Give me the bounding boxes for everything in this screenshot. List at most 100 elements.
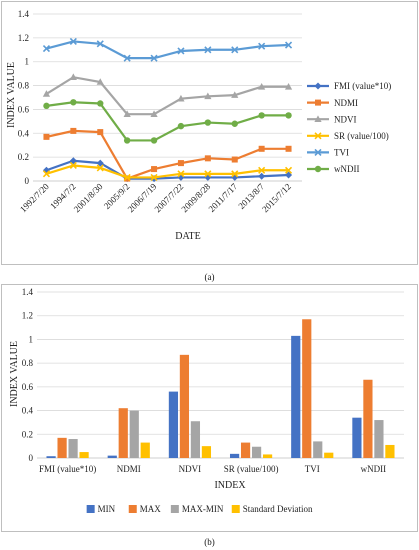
series-line: [46, 129, 289, 180]
legend-swatch: [170, 505, 179, 513]
legend-label: MAX: [140, 504, 162, 514]
series-fmi-value-10: [42, 157, 293, 183]
data-point: [123, 173, 131, 181]
data-point: [204, 92, 212, 100]
data-point: [204, 46, 212, 54]
data-point: [204, 119, 212, 126]
data-point: [43, 133, 50, 140]
data-point: [258, 166, 266, 174]
bar: [201, 446, 212, 458]
data-point: [97, 129, 104, 136]
legend-marker: [314, 115, 322, 122]
chart-b-gridlines: [37, 291, 404, 459]
bar: [262, 454, 273, 458]
data-point: [42, 170, 51, 178]
x-tick-label: NDMI: [117, 464, 141, 474]
y-tick-label: 0: [25, 176, 30, 186]
y-tick-label: 0: [29, 453, 34, 463]
data-point: [123, 54, 131, 62]
x-tick-label: NDVI: [179, 464, 202, 474]
data-point: [284, 166, 293, 174]
data-point: [97, 100, 104, 107]
legend-entry: MIN: [86, 504, 116, 514]
chart-a-y-axis-title: INDEX VALUE: [6, 62, 17, 128]
data-point: [151, 166, 158, 173]
bar: [251, 446, 262, 458]
bar: [79, 452, 89, 458]
x-tick-label: TVI: [305, 464, 320, 474]
data-point: [150, 54, 158, 62]
y-tick-label: 1: [25, 57, 30, 67]
data-point: [70, 99, 77, 106]
data-point: [258, 42, 266, 50]
chart-a-gridlines: [33, 13, 302, 182]
data-point: [69, 161, 77, 170]
bar: [385, 444, 395, 458]
data-point: [284, 82, 293, 90]
legend-label: MAX-MIN: [182, 504, 224, 514]
data-point: [150, 110, 158, 117]
chart-b-bars: [46, 319, 395, 458]
legend-label: MIN: [98, 504, 116, 514]
data-point: [124, 175, 131, 182]
bar: [129, 410, 139, 458]
bar: [229, 453, 240, 458]
bar: [46, 456, 56, 458]
chart-b-x-axis-title: INDEX: [214, 480, 246, 491]
data-point: [231, 120, 238, 127]
data-point: [177, 94, 185, 102]
legend-label: NDVI: [334, 114, 357, 124]
data-point: [284, 41, 293, 49]
series-line: [46, 159, 289, 180]
y-tick-label: 1.2: [18, 33, 29, 43]
legend-entry: Standard Deviation: [231, 504, 313, 514]
chart-b-legend: MIN MAX MAX-MIN Standard Deviation: [86, 504, 313, 514]
bar: [374, 420, 384, 458]
legend-entry: MAX-MIN: [170, 504, 224, 514]
legend-marker: [314, 165, 322, 173]
data-point: [204, 155, 211, 162]
chart-b-y-ticks: 0 0.2 0.4 0.6 0.8 1 1.2 1.4: [22, 287, 34, 463]
data-point: [123, 137, 131, 144]
legend-entry: FMI (value*10): [307, 81, 391, 91]
legend-label: Standard Deviation: [243, 504, 313, 514]
data-point: [231, 170, 239, 178]
data-point: [231, 46, 239, 54]
data-point: [96, 164, 104, 172]
bar: [107, 455, 117, 458]
y-tick-label: 0.6: [18, 104, 30, 114]
y-tick-label: 0.2: [18, 152, 29, 162]
series-sr-value-100: [42, 161, 293, 181]
data-point: [177, 160, 184, 167]
legend-marker: [314, 82, 322, 90]
y-tick-label: 1.4: [22, 287, 34, 297]
y-tick-label: 1.4: [18, 9, 30, 19]
legend-entry: NDVI: [307, 114, 357, 124]
bar: [190, 421, 201, 458]
data-point: [285, 112, 292, 119]
legend-label: FMI (value*10): [334, 81, 391, 91]
legend-swatch: [86, 505, 95, 513]
bar: [291, 335, 301, 458]
bar: [313, 441, 323, 458]
y-tick-label: 1.2: [22, 311, 33, 321]
y-tick-label: 0.4: [18, 128, 30, 138]
y-tick-label: 0.8: [18, 81, 30, 91]
data-point: [42, 90, 51, 97]
data-point: [258, 145, 265, 152]
data-point: [123, 110, 131, 117]
bar-chart-panel: 0 0.2 0.4 0.6 0.8 1 1.2 1.4 FMI (value*10) NDMI N…: [1, 284, 418, 532]
bar: [57, 437, 67, 458]
series-line: [46, 101, 289, 142]
data-point: [285, 171, 293, 179]
legend-label: TVI: [334, 148, 349, 158]
data-point: [258, 172, 266, 180]
series-line: [45, 76, 289, 116]
series-ndvi: [42, 73, 293, 117]
chart-a-series: [42, 37, 293, 183]
y-tick-label: 1: [29, 334, 34, 344]
bar: [140, 442, 150, 458]
chart-b-caption: (b): [204, 537, 215, 547]
series-ndmi: [43, 127, 292, 182]
data-point: [177, 47, 185, 55]
